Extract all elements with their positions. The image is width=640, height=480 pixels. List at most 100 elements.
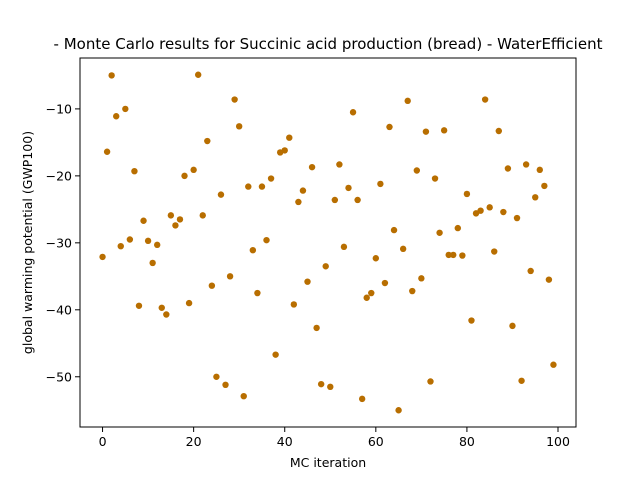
- data-point: [135, 302, 143, 309]
- data-point: [131, 167, 138, 175]
- data-point: [354, 196, 361, 204]
- data-point: [368, 289, 375, 297]
- data-point: [113, 113, 120, 120]
- data-point: [518, 377, 525, 384]
- data-point: [154, 241, 161, 249]
- data-point: [431, 175, 439, 182]
- data-point: [167, 212, 175, 219]
- data-point: [500, 208, 507, 216]
- y-tick-label: −10: [46, 101, 72, 116]
- data-point: [140, 217, 147, 224]
- data-point: [491, 248, 498, 255]
- data-point: [327, 383, 334, 391]
- y-tick-label: −40: [46, 302, 72, 317]
- data-point: [477, 207, 484, 214]
- x-tick-label: 100: [546, 434, 570, 449]
- data-point: [440, 127, 448, 134]
- data-point: [254, 289, 261, 297]
- data-point: [454, 224, 462, 232]
- plot-frame: [79, 57, 577, 428]
- x-axis-label: MC iteration: [290, 455, 366, 470]
- data-point: [336, 161, 343, 168]
- y-axis: −50 −40 −30 −20 −10: [46, 101, 80, 384]
- data-point: [363, 294, 370, 301]
- data-point: [504, 165, 512, 172]
- data-point: [240, 392, 247, 400]
- data-point: [199, 212, 206, 219]
- data-point: [144, 237, 152, 245]
- x-axis: 0 20 40 60 80 100: [99, 427, 570, 449]
- data-point: [349, 109, 357, 116]
- data-point: [331, 196, 339, 204]
- data-point: [377, 180, 384, 188]
- data-point: [468, 317, 475, 324]
- data-point: [495, 127, 502, 135]
- data-point: [117, 242, 124, 250]
- data-point: [249, 247, 257, 254]
- data-point: [390, 226, 398, 234]
- data-point: [463, 190, 471, 198]
- data-point: [299, 187, 307, 194]
- data-point: [322, 263, 329, 270]
- data-point: [108, 72, 115, 79]
- x-tick-label: 20: [186, 434, 202, 449]
- data-point: [436, 229, 443, 236]
- data-point: [235, 123, 243, 130]
- data-point: [459, 252, 466, 259]
- data-point: [217, 191, 225, 198]
- data-point: [226, 273, 234, 280]
- data-point: [409, 287, 416, 295]
- data-point: [245, 183, 252, 190]
- data-point: [281, 147, 288, 154]
- data-point: [450, 251, 457, 259]
- data-point: [222, 381, 229, 389]
- data-point: [486, 204, 493, 211]
- x-tick-label: 80: [459, 434, 475, 449]
- data-point: [163, 311, 170, 318]
- data-point: [527, 267, 534, 275]
- data-point: [541, 182, 548, 190]
- data-point: [213, 373, 220, 380]
- data-point: [550, 361, 557, 368]
- y-tick-label: −30: [46, 235, 72, 250]
- data-point: [358, 395, 366, 403]
- data-point: [204, 137, 211, 145]
- x-tick-label: 0: [99, 434, 107, 449]
- data-point: [509, 322, 516, 330]
- data-point: [304, 278, 311, 285]
- data-point: [99, 253, 106, 261]
- data-point: [272, 351, 279, 358]
- data-point: [231, 96, 238, 103]
- data-point: [413, 167, 421, 174]
- y-tick-label: −50: [46, 369, 72, 384]
- data-point: [418, 275, 425, 282]
- data-point: [532, 194, 539, 201]
- data-point: [545, 276, 553, 283]
- x-tick-label: 40: [277, 434, 293, 449]
- data-point: [181, 172, 188, 180]
- data-point: [404, 97, 411, 105]
- data-point: [185, 299, 193, 307]
- data-point: [340, 243, 348, 251]
- data-point: [290, 301, 298, 308]
- data-point: [445, 251, 452, 259]
- data-point: [427, 378, 434, 385]
- data-point: [513, 214, 521, 222]
- data-point: [158, 304, 165, 311]
- data-point: [295, 198, 302, 206]
- y-axis-label: global warming potential (GWP100): [20, 131, 35, 354]
- data-point: [522, 161, 530, 168]
- data-point: [286, 134, 293, 141]
- data-point: [190, 166, 197, 174]
- data-point: [103, 148, 111, 155]
- data-point: [194, 71, 202, 78]
- data-point: [176, 216, 184, 223]
- data-point: [345, 184, 352, 192]
- data-point: [536, 166, 543, 174]
- data-point: [381, 279, 389, 287]
- data-point: [422, 128, 430, 135]
- data-point: [481, 96, 489, 103]
- data-point: [122, 105, 129, 113]
